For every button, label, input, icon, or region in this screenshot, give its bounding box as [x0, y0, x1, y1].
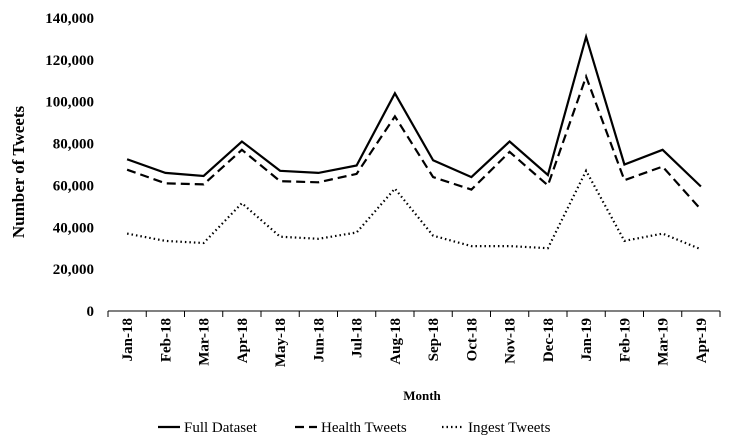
x-axis-ticks: Jan-18 Feb-18 Mar-18 Apr-18 May-18 Jun-18 Jul-…: [107, 311, 721, 367]
legend: Full Dataset Health Tweets Ingest Tweets: [158, 420, 551, 436]
y-tick-label: 60,000: [53, 178, 94, 194]
x-tick-label: Mar-19: [656, 318, 672, 366]
y-tick-label: 100,000: [45, 95, 94, 111]
y-axis-ticks: 0 20,000 40,000 60,000 80,000 100,000 120,000 1…: [45, 11, 94, 320]
x-axis-title: Month: [403, 388, 441, 403]
y-tick-label: 40,000: [53, 220, 94, 236]
x-tick-label: Jun-18: [311, 318, 327, 362]
x-tick-label: Mar-18: [197, 318, 213, 366]
x-tick-label: Dec-18: [541, 318, 557, 362]
series-layer: [126, 32, 702, 251]
y-tick-label: 0: [87, 304, 95, 320]
series-line-2: [126, 73, 702, 211]
y-tick-label: 80,000: [53, 137, 94, 153]
x-tick-label: Jul-18: [350, 318, 366, 358]
series-line-3: [126, 168, 702, 251]
x-tick-label: Aug-18: [388, 318, 404, 365]
x-tick-label: Sep-18: [426, 318, 442, 361]
y-tick-label: 140,000: [45, 11, 94, 27]
x-tick-label: Feb-18: [158, 318, 174, 362]
x-tick-label: Oct-18: [464, 318, 480, 361]
x-tick-label: Nov-18: [503, 318, 519, 364]
x-tick-label: Jan-19: [579, 318, 595, 361]
y-axis-title: Number of Tweets: [9, 106, 28, 239]
x-tick-label: Apr-19: [694, 318, 710, 363]
legend-label-3: Ingest Tweets: [468, 420, 551, 436]
x-tick-label: Feb-19: [617, 318, 633, 362]
x-tick-label: Jan-18: [120, 318, 136, 361]
y-tick-label: 120,000: [45, 53, 94, 69]
legend-label-1: Full Dataset: [184, 420, 258, 436]
x-tick-label: Apr-18: [235, 318, 251, 363]
series-line-1: [126, 32, 702, 188]
x-tick-label: May-18: [273, 318, 289, 367]
y-tick-label: 20,000: [53, 262, 94, 278]
legend-label-2: Health Tweets: [321, 420, 407, 436]
